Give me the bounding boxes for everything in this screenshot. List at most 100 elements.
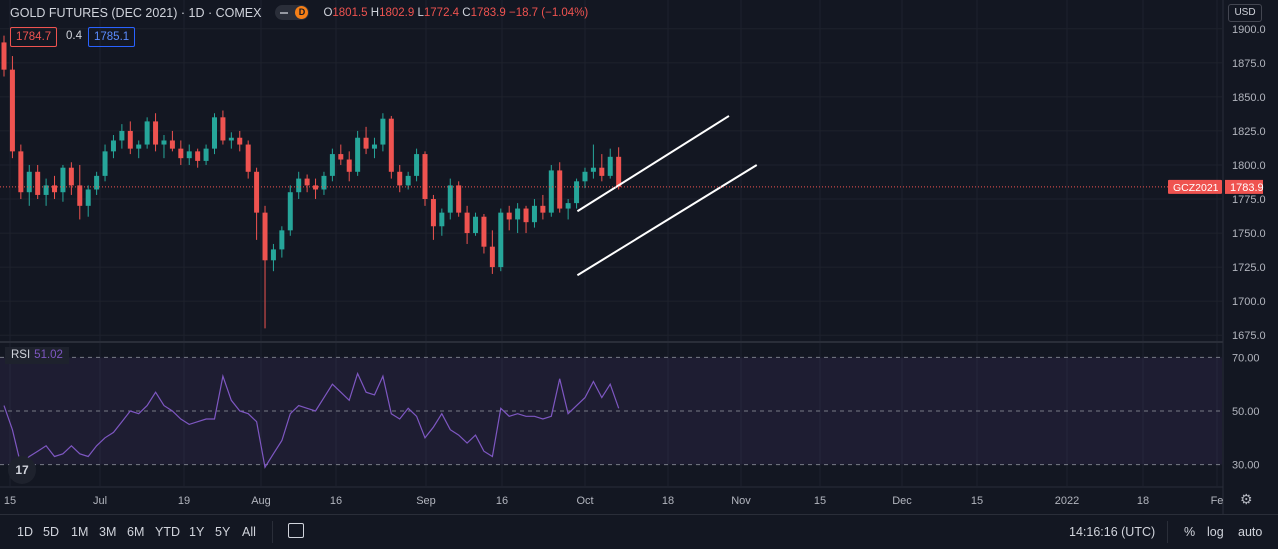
sell-price[interactable]: 1784.7 (10, 27, 58, 47)
candle-body (228, 137, 234, 141)
market-status-toggle[interactable]: D (275, 5, 310, 20)
rsi-tick-label: 50.00 (1232, 406, 1260, 418)
candle-body (590, 167, 596, 172)
timeframe-5d[interactable]: 5D (43, 525, 59, 539)
timeframe-1y[interactable]: 1Y (189, 525, 205, 539)
buy-price[interactable]: 1785.1 (88, 27, 136, 47)
candle-body (85, 189, 91, 206)
timeframe-6m[interactable]: 6M (127, 525, 145, 539)
candle-body (136, 144, 142, 149)
timeframe-1d[interactable]: 1D (17, 525, 33, 539)
candle-body (582, 171, 588, 182)
candle-body (161, 140, 167, 145)
price-tick-label: 1675.0 (1232, 330, 1266, 342)
chart-header: GOLD FUTURES (DEC 2021) · 1D · COMEX D O… (10, 5, 588, 20)
candle-body (304, 178, 310, 186)
candle-body (68, 167, 74, 186)
time-tick-label: 16 (496, 495, 508, 507)
delayed-badge: D (295, 6, 309, 19)
candle-body (77, 185, 83, 206)
price-tick-label: 1700.0 (1232, 296, 1266, 308)
rsi-tick-label: 30.00 (1232, 460, 1260, 472)
time-tick-label: 15 (971, 495, 983, 507)
time-tick-label: 15 (4, 495, 16, 507)
candle-body (178, 148, 184, 159)
candle-body (346, 159, 352, 172)
low-label: L (417, 6, 424, 19)
candle-body (329, 154, 335, 176)
settings-gear-icon[interactable]: ⚙ (1240, 491, 1253, 507)
date-range-icon[interactable] (288, 523, 304, 538)
low-value: 1772.4 (423, 6, 460, 19)
trendline-upper (576, 115, 730, 213)
price-tick-label: 1750.0 (1232, 228, 1266, 240)
candle-body (523, 208, 529, 223)
time-tick-label: 19 (178, 495, 190, 507)
candle-body (313, 185, 319, 190)
bottom-toolbar: 1D 5D 1M 3M 6M YTD 1Y 5Y All 14:16:16 (U… (0, 514, 1278, 549)
timeframe-5y[interactable]: 5Y (215, 525, 231, 539)
candle-body (498, 212, 504, 268)
timeframe-3m[interactable]: 3M (99, 525, 117, 539)
price-tick-label: 1900.0 (1232, 24, 1266, 36)
time-tick-label: Oct (576, 495, 593, 507)
candle-body (279, 230, 285, 250)
currency-selector[interactable]: USD (1228, 4, 1262, 22)
ticker-label-bg (1168, 179, 1222, 194)
price-tick-label: 1775.0 (1232, 194, 1266, 206)
timeframe-all[interactable]: All (242, 525, 256, 539)
rsi-legend[interactable]: RSI 51.02 (5, 347, 69, 364)
price-tick-label: 1825.0 (1232, 126, 1266, 138)
close-label: C (462, 6, 471, 19)
price-tick-label: 1725.0 (1232, 262, 1266, 274)
candle-body (52, 185, 58, 193)
time-tick-label: Fe (1211, 495, 1224, 507)
ticker-label: GCZ2021 (1173, 182, 1219, 194)
log-scale-button[interactable]: log (1207, 525, 1224, 539)
candle-body (254, 171, 260, 213)
high-label: H (370, 6, 380, 19)
candle-body (26, 171, 32, 193)
chart-canvas[interactable]: 1900.01875.01850.01825.01800.01775.01750… (0, 0, 1278, 514)
percent-scale-button[interactable]: % (1184, 525, 1196, 539)
candle-body (464, 212, 470, 234)
price-axis-bg (1223, 0, 1278, 514)
candle-body (153, 121, 159, 145)
candle-body (220, 117, 226, 141)
candle-body (540, 205, 546, 213)
symbol-title[interactable]: GOLD FUTURES (DEC 2021) · 1D · COMEX (10, 5, 262, 20)
trendline-lower (576, 164, 758, 277)
candle-body (397, 171, 403, 186)
candle-body (270, 249, 276, 261)
divider (1167, 521, 1168, 543)
candle-body (515, 208, 521, 220)
timeframe-ytd[interactable]: YTD (155, 525, 180, 539)
candle-body (414, 154, 420, 176)
candle-body (607, 156, 613, 176)
divider (272, 521, 273, 543)
candle-body (531, 205, 537, 223)
candle-body (203, 148, 209, 161)
candle-body (287, 192, 293, 231)
price-tick-label: 1800.0 (1232, 160, 1266, 172)
tradingview-logo[interactable]: 17 (8, 456, 36, 484)
close-value: 1783.9 (470, 6, 506, 19)
candle-body (481, 216, 487, 247)
timeframe-1m[interactable]: 1M (71, 525, 89, 539)
candle-body (574, 181, 580, 204)
candle-body (1, 42, 7, 70)
ohlc-values: O1801.5 H1802.9 L1772.4 C1783.9 −18.7 (−… (323, 7, 588, 19)
candle-body (506, 212, 512, 220)
auto-scale-button[interactable]: auto (1238, 525, 1263, 539)
candle-body (422, 154, 428, 200)
change-value: −18.7 (−1.04%) (508, 6, 589, 19)
candle-body (119, 130, 125, 141)
clock[interactable]: 14:16:16 (UTC) (1069, 525, 1156, 539)
candle-body (565, 203, 571, 209)
candle-body (430, 199, 436, 227)
candle-body (18, 151, 24, 193)
open-label: O (323, 6, 333, 19)
candle-body (456, 185, 462, 213)
spread-value: 0.4 (66, 30, 82, 42)
price-tick-label: 1850.0 (1232, 92, 1266, 104)
